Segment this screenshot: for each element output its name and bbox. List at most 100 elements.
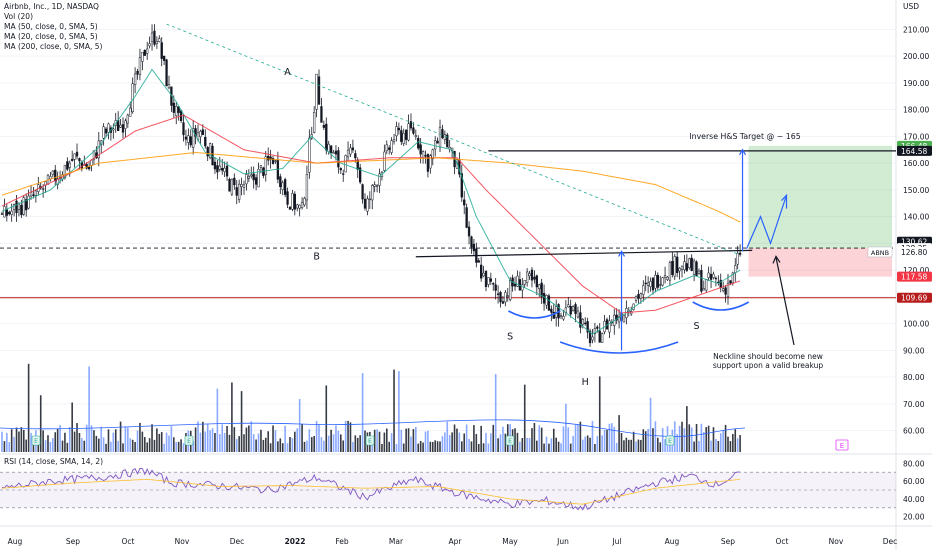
- candle: [322, 120, 326, 131]
- volume-bar: [385, 428, 388, 452]
- candle-body: [112, 128, 115, 131]
- candle-body: [489, 278, 492, 282]
- volume-bar: [444, 432, 446, 452]
- volume-bar: [632, 431, 635, 452]
- candle-body: [567, 304, 570, 308]
- volume-bar: [717, 441, 720, 452]
- volume-bar: [572, 435, 574, 452]
- candle: [286, 187, 289, 209]
- volume-bar: [216, 388, 219, 452]
- candle: [363, 193, 367, 211]
- volume-bar: [695, 424, 698, 452]
- candle: [148, 36, 151, 49]
- candle: [463, 191, 466, 215]
- candle: [470, 235, 473, 254]
- candle-body: [92, 150, 96, 160]
- candle-body: [143, 50, 146, 56]
- legend-symbol[interactable]: Airbnb, Inc., 1D, NASDAQ: [4, 2, 99, 11]
- volume-bar: [211, 428, 214, 452]
- legend-volume[interactable]: Vol (20): [4, 12, 34, 21]
- candle-body: [409, 121, 413, 129]
- volume-bar: [383, 432, 386, 452]
- candle-body: [400, 130, 403, 142]
- volume-bar: [429, 441, 432, 452]
- time-tick-label: Feb: [335, 537, 349, 546]
- candle: [54, 164, 57, 186]
- candle-body: [685, 263, 689, 271]
- candle-body: [279, 176, 282, 188]
- volume-bar: [313, 435, 315, 452]
- volume-bar: [219, 434, 221, 452]
- candle-body: [22, 197, 25, 215]
- volume-bar: [700, 423, 703, 452]
- candle-body: [305, 174, 309, 201]
- candle: [484, 270, 488, 292]
- candle-body: [211, 145, 214, 166]
- candle-body: [663, 275, 667, 278]
- candle-body: [712, 273, 715, 278]
- candle: [402, 128, 405, 147]
- price-tick-label: 150.00: [903, 186, 929, 195]
- candle: [605, 317, 609, 330]
- candle-body: [119, 124, 122, 128]
- candle: [591, 328, 594, 344]
- price-tick-label: 80.00: [903, 373, 925, 382]
- candle: [208, 142, 212, 160]
- candle-body: [429, 155, 432, 169]
- left-shoulder-arc: [508, 310, 561, 319]
- candle-body: [729, 280, 732, 284]
- volume-bar: [516, 432, 519, 452]
- volume-bar: [6, 432, 8, 452]
- legend-ma20[interactable]: MA (20, close, 0, SMA, 5): [4, 32, 98, 41]
- time-tick-label: Dec: [883, 537, 898, 546]
- legend-ma50[interactable]: MA (50, close, 0, SMA, 5): [4, 22, 98, 31]
- candle-body: [654, 274, 657, 289]
- candle-body: [678, 267, 681, 272]
- candle-body: [300, 202, 304, 209]
- earnings-marker: E: [365, 435, 375, 446]
- volume-bar: [344, 420, 347, 452]
- moving-average-line: [1, 151, 741, 223]
- candle: [395, 121, 398, 142]
- candle: [257, 162, 260, 188]
- volume-bar: [405, 428, 407, 452]
- earnings-marker: E: [184, 435, 194, 446]
- candle-body: [131, 83, 134, 112]
- volume-bar: [504, 433, 507, 452]
- candle-body: [385, 144, 388, 152]
- volume-bar: [44, 440, 47, 452]
- candle: [119, 118, 122, 128]
- rsi-legend[interactable]: RSI (14, close, SMA, 14, 2): [4, 457, 104, 466]
- volume-bar: [707, 425, 710, 452]
- volume-bar: [502, 426, 504, 452]
- legend-ma200[interactable]: MA (200, close, 0, SMA, 5): [4, 42, 103, 51]
- head-arc: [559, 341, 679, 354]
- volume-bar: [71, 402, 73, 452]
- candle-body: [240, 184, 243, 187]
- candle-body: [530, 269, 534, 281]
- candle-body: [346, 149, 350, 158]
- candle: [334, 145, 338, 161]
- volume-bar: [676, 434, 678, 452]
- candle: [472, 238, 476, 256]
- volume-bar: [192, 440, 194, 452]
- volume-bar: [533, 422, 536, 452]
- volume-bar: [252, 434, 255, 452]
- volume-bar: [468, 438, 470, 452]
- neckline: [415, 249, 753, 258]
- candle: [187, 128, 190, 150]
- volume-bar: [584, 436, 587, 452]
- candle-body: [107, 123, 110, 133]
- candle: [162, 55, 166, 65]
- candle-body: [596, 326, 599, 329]
- candle-body: [247, 176, 250, 179]
- volume-bar: [536, 440, 538, 452]
- candle-body: [15, 200, 18, 214]
- projected-arrow-head: [781, 193, 788, 209]
- arrow-head: [618, 250, 626, 257]
- volume-bar: [102, 437, 105, 452]
- candle-body: [87, 166, 91, 170]
- volume-bar: [146, 442, 148, 452]
- candle-body: [586, 321, 589, 333]
